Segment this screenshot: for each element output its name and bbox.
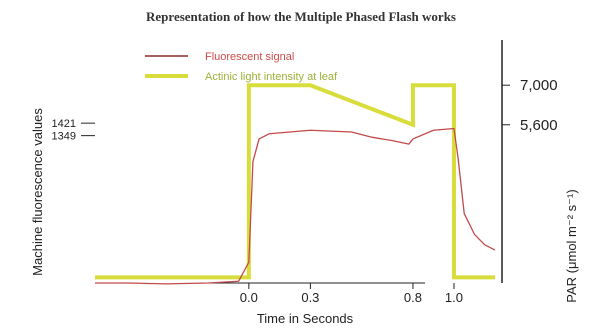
x-tick-label: 0.8 (404, 290, 422, 305)
x-tick-label: 0.3 (301, 290, 319, 305)
legend: Fluorescent signal Actinic light intensi… (145, 51, 338, 83)
fluorescent-signal-line (95, 127, 496, 285)
legend-actinic-label: Actinic light intensity at leaf (205, 71, 338, 83)
x-axis-label: Time in Seconds (257, 311, 354, 326)
left-tick-label: 1421 (52, 118, 76, 130)
x-axis-ticks: 0.0 0.3 0.8 1.0 (240, 283, 463, 305)
right-axis-label: PAR (μmol m⁻² s⁻¹) (564, 189, 579, 302)
right-tick-label: 7,000 (520, 77, 558, 94)
x-tick-label: 0.0 (240, 290, 258, 305)
right-tick-label: 5,600 (520, 117, 558, 134)
legend-fluorescent-label: Fluorescent signal (205, 51, 294, 63)
actinic-light-line (95, 83, 495, 280)
right-axis-ticks: 7,000 5,600 (502, 77, 558, 134)
series-layer (95, 83, 496, 285)
x-tick-label: 1.0 (445, 290, 463, 305)
left-axis-label: Machine fluorescence values (30, 108, 45, 276)
chart-title: Representation of how the Multiple Phase… (146, 9, 456, 24)
left-tick-label: 1349 (52, 131, 76, 143)
